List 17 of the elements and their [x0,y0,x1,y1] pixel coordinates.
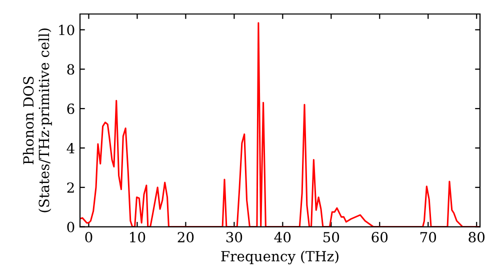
x-tick-label: 20 [178,232,194,242]
x-tick-label: 60 [372,232,388,242]
y-tick-label: 10 [59,24,74,36]
y-tick-label: 2 [67,182,74,193]
y-axis-title: Phonon DOS (States/THz·primitive cell) [22,28,52,212]
x-tick-label: 40 [274,232,291,242]
x-tick-label: 70 [420,232,436,242]
x-tick-label: 10 [130,232,146,242]
y-tick-label: 8 [67,64,74,75]
x-tick-label: 50 [323,232,340,242]
y-tick-label: 6 [67,104,74,114]
x-axis-title: Frequency (THz) [221,250,338,264]
x-tick-label: 80 [468,232,485,242]
x-tick-label: 30 [226,232,242,242]
y-tick-label: 4 [66,142,74,154]
y-tick-label: 0 [67,222,74,232]
x-tick-label: 0 [85,232,92,242]
